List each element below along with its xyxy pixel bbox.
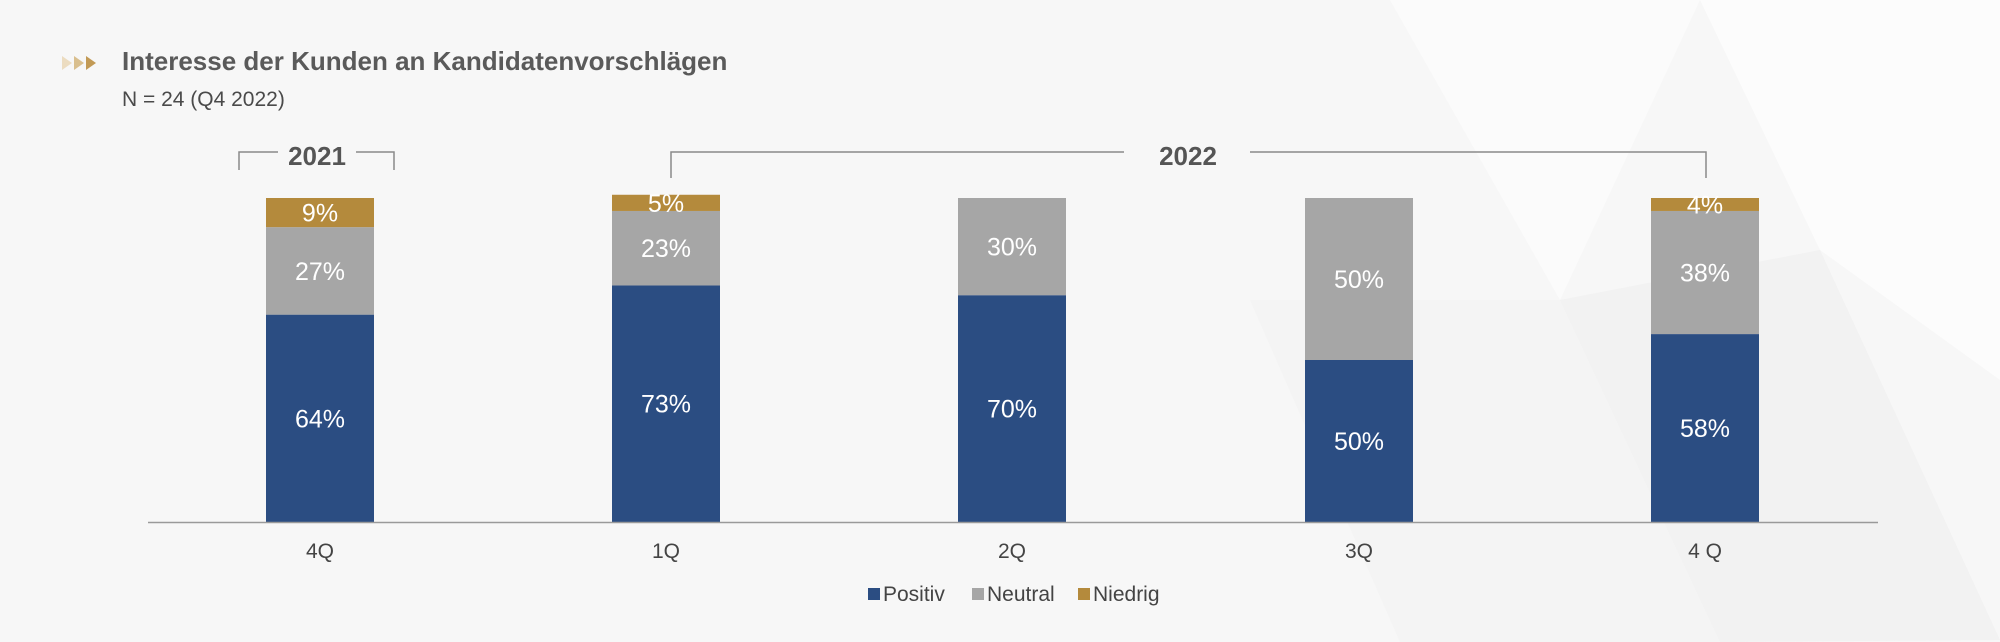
bar-neutral-1q bbox=[612, 210, 720, 286]
chart-title: Interesse der Kunden an Kandidatenvorsch… bbox=[122, 46, 728, 76]
x-tick-4q: 4Q bbox=[306, 540, 334, 563]
bar-positiv-2q bbox=[958, 295, 1066, 522]
bar-niedrig-4-q bbox=[1651, 198, 1759, 211]
data-label-positiv-3q: 50% bbox=[1334, 428, 1384, 456]
year-label-2022: 2022 bbox=[1159, 141, 1217, 171]
data-label-neutral-1q: 23% bbox=[641, 235, 691, 263]
chart-subtitle: N = 24 (Q4 2022) bbox=[122, 88, 285, 111]
data-label-niedrig-1q: 5% bbox=[648, 190, 684, 218]
bar-neutral-4-q bbox=[1651, 210, 1759, 335]
bar-neutral-3q bbox=[1305, 198, 1413, 360]
data-label-positiv-4-q: 58% bbox=[1680, 415, 1730, 443]
bar-neutral-2q bbox=[958, 198, 1066, 296]
year-label-2021: 2021 bbox=[288, 141, 346, 171]
data-label-positiv-1q: 73% bbox=[641, 391, 691, 419]
bar-niedrig-1q bbox=[612, 194, 720, 211]
data-label-neutral-2q: 30% bbox=[987, 234, 1037, 262]
x-tick-3q: 3Q bbox=[1345, 540, 1373, 563]
legend-swatch-positiv bbox=[868, 588, 880, 600]
bar-positiv-3q bbox=[1305, 360, 1413, 522]
legend-label-neutral: Neutral bbox=[987, 583, 1055, 606]
bar-neutral-4q bbox=[266, 227, 374, 315]
x-tick-2q: 2Q bbox=[998, 540, 1026, 563]
data-label-neutral-4q: 27% bbox=[295, 258, 345, 286]
legend: Positiv Neutral Niedrig bbox=[868, 583, 1160, 606]
legend-swatch-neutral bbox=[972, 588, 984, 600]
bar-positiv-1q bbox=[612, 285, 720, 522]
year-bracket-2021: 2021 bbox=[238, 141, 395, 171]
legend-swatch-niedrig bbox=[1078, 588, 1090, 600]
data-label-neutral-3q: 50% bbox=[1334, 266, 1384, 294]
data-label-niedrig-4-q: 4% bbox=[1687, 191, 1723, 219]
x-tick-1q: 1Q bbox=[652, 540, 680, 563]
legend-label-positiv: Positiv bbox=[883, 583, 945, 606]
bar-positiv-4q bbox=[266, 314, 374, 522]
bar-positiv-4-q bbox=[1651, 334, 1759, 522]
triple-arrow-icon bbox=[62, 56, 96, 70]
bar-niedrig-4q bbox=[266, 198, 374, 228]
bars-layer: 64% 27% 9% 73% 23% 5% 70% 30% 50% 50% 58% 38% 4% bbox=[266, 190, 1759, 522]
data-label-positiv-2q: 70% bbox=[987, 396, 1037, 424]
x-tick-4-q: 4 Q bbox=[1688, 540, 1722, 563]
data-label-niedrig-4q: 9% bbox=[302, 200, 338, 228]
data-label-neutral-4-q: 38% bbox=[1680, 260, 1730, 288]
data-label-positiv-4q: 64% bbox=[295, 405, 345, 433]
year-bracket-2022: 2022 bbox=[670, 141, 1707, 178]
x-tick-labels: 4Q 1Q 2Q 3Q 4 Q bbox=[306, 540, 1722, 563]
legend-label-niedrig: Niedrig bbox=[1093, 583, 1160, 606]
